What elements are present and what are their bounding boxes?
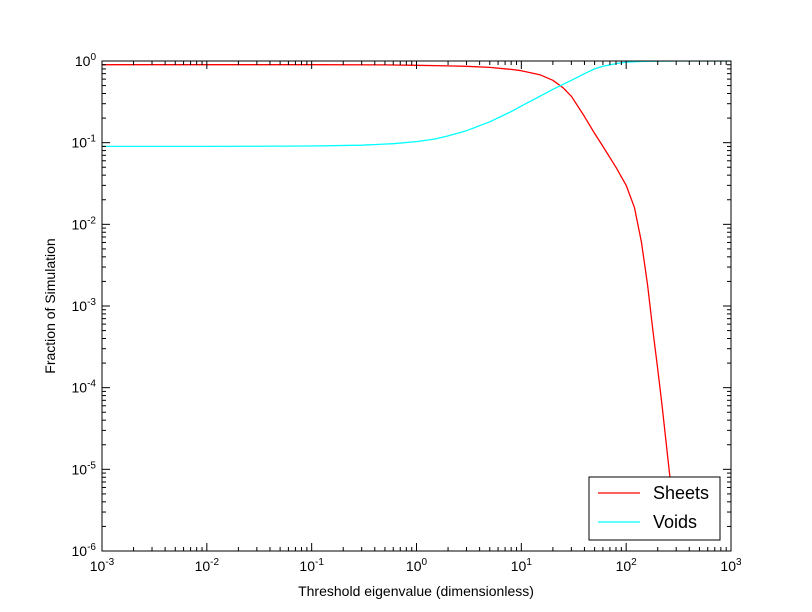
y-tick-label: 10-1 (72, 134, 97, 151)
y-tick-label: 10-4 (72, 379, 97, 396)
legend-label-voids: Voids (653, 512, 697, 532)
x-tick-label: 101 (511, 557, 533, 574)
y-axis-label: Fraction of Simulation (42, 238, 58, 373)
plot-frame (101, 60, 732, 552)
x-tick-label: 100 (406, 557, 428, 574)
y-tick-label: 10-5 (72, 460, 97, 477)
legend: Sheets Voids (588, 476, 721, 541)
plot-background (102, 61, 731, 551)
x-tick-label: 102 (616, 557, 638, 574)
x-tick-label: 10-3 (90, 557, 115, 574)
series-line-voids (102, 61, 731, 148)
legend-box (588, 476, 721, 541)
y-tick-label: 10-6 (72, 542, 97, 559)
y-tick-label: 10-2 (72, 215, 97, 232)
tick-labels-layer: 10-3 10-2 10-1 100 101 102 10310010-110-210-31… (72, 52, 742, 574)
x-tick-label: 10-2 (195, 557, 220, 574)
series-line-sheets (102, 64, 673, 485)
x-tick-label: 103 (720, 557, 742, 574)
y-tick-label: 10-3 (72, 297, 97, 314)
y-tick-label: 100 (75, 52, 97, 69)
x-axis-label: Threshold eigenvalue (dimensionless) (298, 583, 534, 599)
legend-label-sheets: Sheets (653, 483, 709, 503)
series-layer (102, 61, 731, 485)
x-tick-label: 10-1 (299, 557, 324, 574)
